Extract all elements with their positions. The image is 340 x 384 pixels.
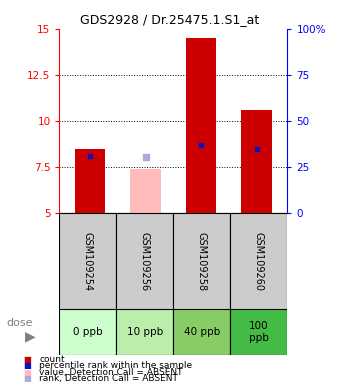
Bar	[231, 309, 287, 355]
Bar	[59, 213, 116, 309]
Text: 10 ppb: 10 ppb	[127, 327, 163, 337]
Text: 40 ppb: 40 ppb	[184, 327, 220, 337]
Text: GSM109256: GSM109256	[140, 232, 150, 291]
Bar	[75, 149, 105, 213]
Text: dose: dose	[7, 318, 33, 328]
Text: GSM109260: GSM109260	[254, 232, 264, 291]
Text: value, Detection Call = ABSENT: value, Detection Call = ABSENT	[39, 367, 183, 377]
Text: ■: ■	[23, 374, 31, 383]
Bar	[59, 309, 116, 355]
Text: GSM109258: GSM109258	[197, 232, 207, 291]
Text: ■: ■	[23, 367, 31, 377]
Text: ■: ■	[23, 355, 31, 364]
Bar	[186, 38, 217, 213]
Bar	[173, 213, 231, 309]
Bar	[173, 309, 231, 355]
Text: ▶: ▶	[25, 329, 36, 343]
Bar	[241, 110, 272, 213]
Text: GSM109254: GSM109254	[83, 232, 93, 291]
Text: percentile rank within the sample: percentile rank within the sample	[39, 361, 192, 371]
Text: rank, Detection Call = ABSENT: rank, Detection Call = ABSENT	[39, 374, 178, 383]
Bar	[231, 213, 287, 309]
Bar	[130, 169, 161, 213]
Text: GDS2928 / Dr.25475.1.S1_at: GDS2928 / Dr.25475.1.S1_at	[80, 13, 260, 26]
Bar	[116, 213, 173, 309]
Text: count: count	[39, 355, 65, 364]
Text: ■: ■	[23, 361, 31, 371]
Bar	[116, 309, 173, 355]
Text: 0 ppb: 0 ppb	[73, 327, 103, 337]
Text: 100
ppb: 100 ppb	[249, 321, 269, 343]
